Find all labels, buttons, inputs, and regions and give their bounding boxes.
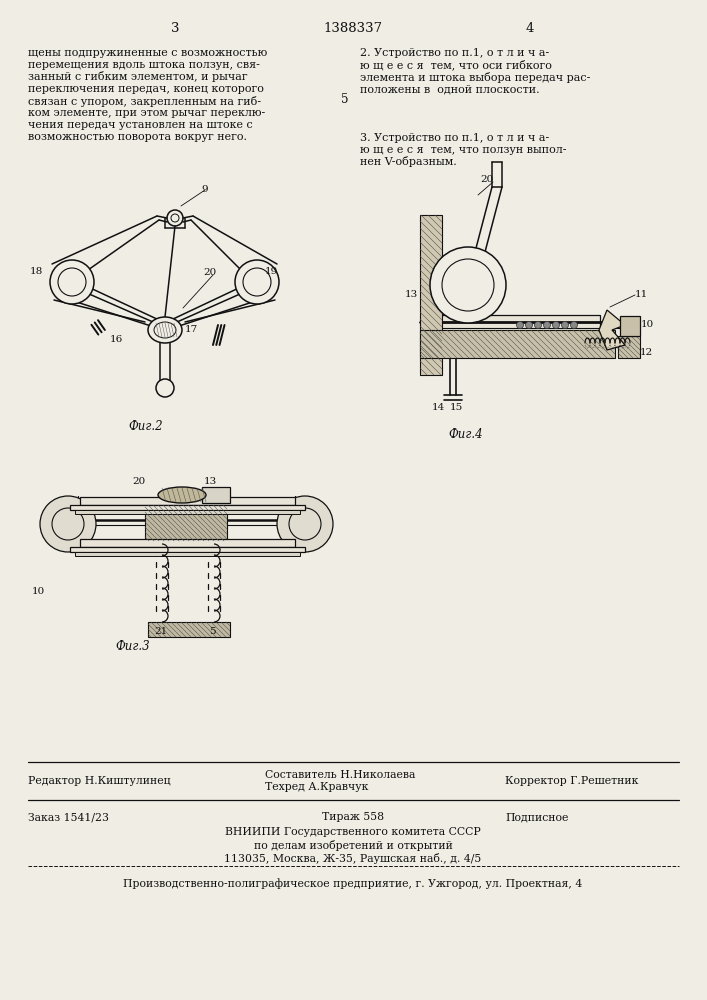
Text: Корректор Г.Решетник: Корректор Г.Решетник	[505, 776, 638, 786]
Circle shape	[525, 322, 532, 328]
Text: Фиг.4: Фиг.4	[448, 428, 483, 441]
Bar	[75, 510, 300, 514]
Text: 17: 17	[185, 325, 198, 334]
Text: 1388337: 1388337	[323, 22, 382, 35]
Text: 10: 10	[32, 587, 45, 596]
Text: 20: 20	[480, 175, 493, 184]
Bar	[420, 330, 615, 358]
Text: 3: 3	[171, 22, 180, 35]
Bar	[80, 497, 295, 505]
Text: 12: 12	[640, 348, 653, 357]
Circle shape	[40, 496, 96, 552]
Text: Тираж 558: Тираж 558	[322, 812, 384, 822]
Text: 20: 20	[203, 268, 216, 277]
Text: 5: 5	[341, 93, 349, 106]
Bar	[148, 622, 230, 637]
Ellipse shape	[158, 487, 206, 503]
Bar	[620, 316, 640, 336]
Ellipse shape	[148, 317, 182, 343]
Bar	[420, 215, 442, 375]
Text: 10: 10	[641, 320, 654, 329]
Text: щены подпружиненные с возможностью
перемещения вдоль штока ползун, свя-
занный с: щены подпружиненные с возможностью перем…	[28, 48, 267, 142]
Circle shape	[534, 322, 542, 328]
Circle shape	[517, 322, 523, 328]
Text: 113035, Москва, Ж-35, Раушская наб., д. 4/5: 113035, Москва, Ж-35, Раушская наб., д. …	[224, 853, 481, 864]
Text: 14: 14	[432, 403, 445, 412]
Bar	[80, 539, 295, 547]
Circle shape	[552, 322, 559, 328]
Text: 3. Устройство по п.1, о т л и ч а-
ю щ е е с я  тем, что ползун выпол-
нен V-обр: 3. Устройство по п.1, о т л и ч а- ю щ е…	[360, 133, 566, 167]
Text: 16: 16	[110, 335, 123, 344]
Text: Производственно-полиграфическое предприятие, г. Ужгород, ул. Проектная, 4: Производственно-полиграфическое предприя…	[124, 878, 583, 889]
Bar	[202, 487, 230, 503]
Text: 21: 21	[154, 627, 168, 636]
Circle shape	[235, 260, 279, 304]
Bar	[75, 552, 300, 556]
Text: 13: 13	[405, 290, 419, 299]
Bar	[70, 505, 305, 510]
Text: 11: 11	[635, 290, 648, 299]
Text: 18: 18	[30, 267, 43, 276]
Text: Составитель Н.Николаева
Техред А.Кравчук: Составитель Н.Николаева Техред А.Кравчук	[265, 770, 416, 792]
Polygon shape	[599, 310, 625, 350]
Text: 19: 19	[265, 267, 279, 276]
Text: 5: 5	[209, 627, 216, 636]
Circle shape	[50, 260, 94, 304]
Circle shape	[561, 322, 568, 328]
Bar	[70, 547, 305, 552]
Text: 20: 20	[132, 477, 145, 486]
Text: 2. Устройство по п.1, о т л и ч а-
ю щ е е с я  тем, что оси гибкого
элемента и : 2. Устройство по п.1, о т л и ч а- ю щ е…	[360, 48, 590, 95]
Text: Заказ 1541/23: Заказ 1541/23	[28, 812, 109, 822]
Text: Подписное: Подписное	[505, 812, 568, 822]
Text: 9: 9	[201, 185, 209, 194]
Text: 13: 13	[204, 477, 217, 486]
Text: 4: 4	[526, 22, 534, 35]
Text: Фиг.3: Фиг.3	[115, 640, 150, 653]
Bar	[435, 315, 600, 333]
Bar	[618, 336, 640, 358]
Text: Фиг.2: Фиг.2	[128, 420, 163, 433]
Circle shape	[544, 322, 551, 328]
Text: по делам изобретений и открытий: по делам изобретений и открытий	[254, 840, 452, 851]
Bar	[145, 505, 227, 541]
Circle shape	[277, 496, 333, 552]
Text: ВНИИПИ Государственного комитета СССР: ВНИИПИ Государственного комитета СССР	[225, 827, 481, 837]
Circle shape	[442, 259, 494, 311]
Circle shape	[571, 322, 578, 328]
Text: 15: 15	[450, 403, 463, 412]
Circle shape	[430, 247, 506, 323]
Text: Редактор Н.Киштулинец: Редактор Н.Киштулинец	[28, 776, 170, 786]
